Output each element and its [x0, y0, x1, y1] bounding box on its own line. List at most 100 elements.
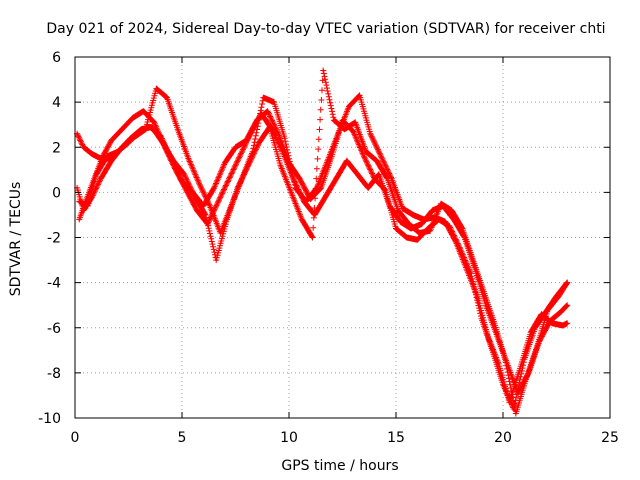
data-point	[247, 164, 250, 167]
data-point	[120, 128, 124, 131]
data-point	[234, 146, 237, 149]
data-point	[99, 177, 102, 181]
data-point	[86, 204, 90, 208]
data-point	[514, 412, 518, 415]
data-point	[82, 209, 85, 212]
data-point	[503, 358, 507, 361]
data-point	[518, 367, 522, 370]
data-point	[390, 177, 393, 181]
data-point	[217, 200, 220, 203]
data-point	[418, 231, 421, 235]
data-point	[185, 188, 188, 192]
data-point	[82, 146, 85, 149]
data-point	[176, 128, 179, 131]
data-layer	[74, 67, 571, 417]
y-tick-label: -6	[47, 321, 61, 337]
data-point	[195, 209, 199, 212]
data-point	[78, 200, 81, 203]
data-point	[223, 161, 226, 165]
data-point	[212, 186, 216, 190]
data-point	[227, 177, 231, 181]
data-point	[525, 376, 528, 379]
data-point	[536, 344, 539, 347]
y-tick-label: -8	[47, 366, 61, 382]
data-point	[352, 130, 355, 133]
data-point	[337, 132, 340, 135]
data-point	[150, 125, 154, 129]
data-point	[566, 322, 569, 325]
x-tick-label: 25	[601, 430, 619, 446]
data-point	[407, 222, 411, 226]
data-point	[439, 202, 443, 205]
data-point	[110, 139, 113, 142]
data-point	[116, 150, 120, 153]
data-point	[161, 141, 164, 144]
data-point	[281, 150, 284, 153]
y-tick-label: 0	[52, 185, 61, 201]
data-point	[257, 141, 261, 144]
data-point	[75, 186, 79, 190]
data-point	[326, 159, 329, 162]
data-point	[294, 186, 297, 190]
data-point	[399, 220, 402, 223]
data-point	[405, 236, 408, 239]
data-point	[461, 227, 464, 230]
data-point	[546, 308, 550, 311]
data-point	[140, 128, 143, 131]
x-tick-label: 0	[71, 430, 80, 446]
data-point	[486, 335, 490, 338]
data-point	[105, 155, 109, 158]
data-point	[343, 128, 346, 131]
data-point	[110, 159, 113, 162]
data-point	[101, 155, 105, 158]
x-tick-label: 20	[494, 430, 512, 446]
data-point	[215, 258, 218, 262]
data-point	[197, 182, 201, 185]
chart-title: Day 021 of 2024, Sidereal Day-to-day VTE…	[46, 21, 605, 37]
data-point	[279, 164, 282, 167]
data-point	[476, 294, 479, 298]
data-point	[283, 137, 286, 140]
y-axis-title: SDTVAR / TECUs	[8, 182, 24, 297]
data-point	[78, 218, 81, 221]
x-tick-label: 5	[178, 430, 187, 446]
data-point	[566, 281, 569, 284]
data-point	[249, 132, 252, 135]
data-point	[155, 87, 158, 90]
data-point	[152, 121, 156, 124]
data-point	[272, 100, 276, 104]
data-point	[358, 94, 361, 97]
data-point	[165, 96, 169, 99]
tick-layer: 0 5 10 15 20 25 -10 -8 -6 -4 -2 0 2 4 6	[38, 50, 619, 446]
data-point	[444, 220, 447, 223]
data-point	[129, 137, 132, 140]
series-track-4	[76, 67, 571, 417]
series-markers	[74, 85, 571, 406]
series-markers	[74, 108, 571, 412]
data-point	[364, 150, 368, 153]
series-track-3	[74, 85, 571, 406]
data-point	[356, 173, 359, 176]
data-point	[471, 258, 475, 262]
data-point	[420, 222, 423, 226]
data-point	[332, 118, 336, 122]
data-point	[90, 152, 94, 156]
series-track-1	[74, 108, 571, 412]
data-point	[208, 204, 212, 208]
data-point	[394, 227, 398, 230]
data-point	[396, 209, 400, 212]
data-point	[508, 401, 511, 404]
data-point	[238, 155, 241, 158]
data-point	[416, 238, 419, 241]
data-point	[142, 109, 145, 113]
data-point	[411, 213, 415, 217]
data-point	[431, 209, 434, 212]
data-point	[551, 322, 554, 325]
data-point	[304, 200, 308, 203]
data-point	[529, 331, 533, 334]
data-point	[366, 186, 370, 190]
data-point	[429, 229, 432, 232]
data-point	[497, 362, 500, 366]
data-point	[268, 125, 271, 129]
